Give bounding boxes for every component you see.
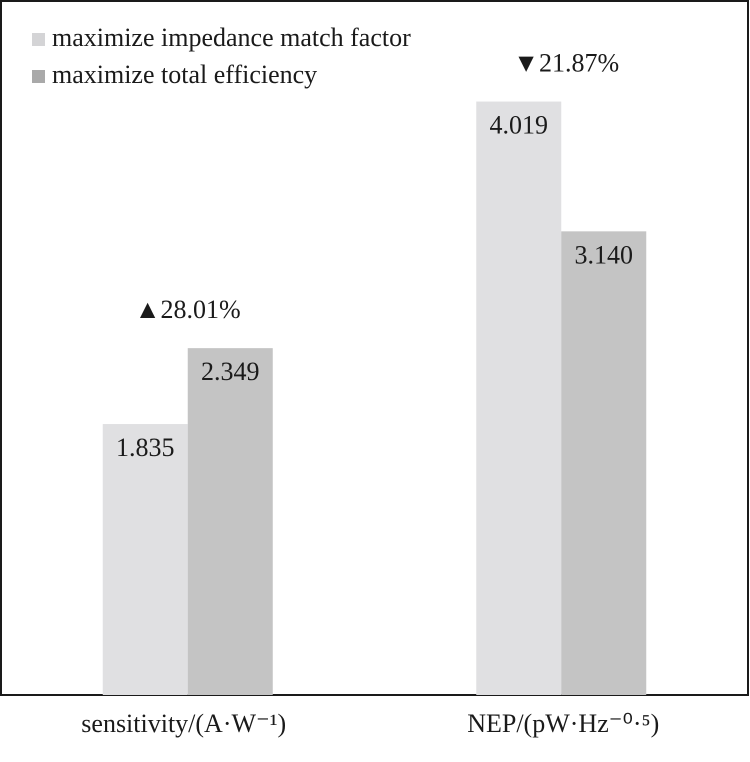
value-label: 4.019 xyxy=(490,111,549,140)
x-tick-label: sensitivity/(A·W⁻¹) xyxy=(81,709,286,738)
legend-marker xyxy=(32,70,45,83)
bar xyxy=(476,101,562,696)
value-label: 1.835 xyxy=(116,433,175,462)
annotation: ▲28.01% xyxy=(135,295,241,324)
annotation: ▼21.87% xyxy=(513,49,619,78)
x-tick-label: NEP/(pW·Hz⁻⁰·⁵) xyxy=(467,709,659,738)
plot-frame xyxy=(0,0,749,696)
legend-marker xyxy=(32,33,45,46)
legend-label: maximize impedance match factor xyxy=(52,23,411,52)
value-label: 3.140 xyxy=(575,240,634,269)
bar xyxy=(102,424,188,695)
bar xyxy=(187,348,273,695)
bar xyxy=(561,231,647,695)
legend-label: maximize total efficiency xyxy=(52,60,317,89)
value-label: 2.349 xyxy=(201,357,260,386)
